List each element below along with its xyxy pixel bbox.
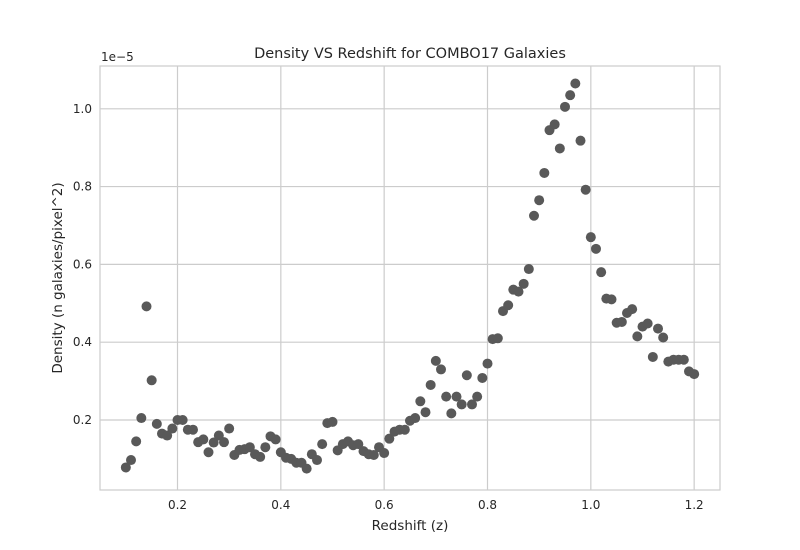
- data-point: [136, 413, 147, 424]
- data-point: [353, 439, 364, 450]
- data-point: [446, 408, 457, 419]
- data-point: [580, 184, 591, 195]
- data-point: [312, 455, 322, 466]
- y-tick-label: 1.0: [73, 102, 92, 116]
- data-point: [591, 243, 601, 254]
- x-tick-label: 0.4: [271, 498, 290, 512]
- data-point: [456, 399, 467, 410]
- x-tick-label: 0.8: [478, 498, 497, 512]
- y-offset-label: 1e−5: [101, 50, 134, 64]
- data-point: [301, 463, 312, 474]
- data-point: [120, 462, 131, 473]
- y-tick-label: 0.6: [73, 257, 92, 271]
- data-point: [244, 442, 255, 453]
- data-point: [653, 323, 663, 334]
- data-point: [549, 119, 560, 130]
- data-point: [141, 301, 152, 312]
- data-point: [585, 232, 596, 243]
- data-point: [441, 391, 452, 402]
- data-point: [260, 442, 271, 453]
- data-point: [146, 375, 157, 386]
- data-point: [219, 437, 229, 448]
- data-point: [596, 267, 607, 278]
- data-point: [399, 424, 410, 435]
- data-point: [523, 264, 534, 275]
- data-point: [689, 369, 700, 380]
- grid-lines: [100, 66, 720, 490]
- data-point: [565, 90, 576, 101]
- plot-frame: [99, 65, 721, 491]
- y-axis-label: Density (n galaxies/pixel^2): [50, 182, 66, 373]
- y-tick-labels: 0.2 0.4 0.6 0.8 1.0: [73, 102, 92, 427]
- data-point: [518, 278, 529, 289]
- x-tick-label: 1.0: [581, 498, 600, 512]
- data-point: [472, 391, 483, 402]
- data-point: [317, 439, 328, 450]
- data-point: [492, 333, 503, 344]
- x-axis-label: Redshift (z): [372, 518, 449, 534]
- data-point: [647, 351, 658, 362]
- data-point: [177, 414, 188, 425]
- data-point: [477, 372, 488, 383]
- data-point: [208, 437, 219, 448]
- data-point: [436, 364, 446, 375]
- data-point: [198, 434, 209, 445]
- data-point: [162, 430, 173, 441]
- data-point: [616, 316, 627, 327]
- y-tick-label: 0.4: [73, 335, 92, 349]
- data-point: [658, 332, 669, 343]
- data-point: [224, 423, 235, 434]
- y-tick-label: 0.2: [73, 413, 92, 427]
- data-point: [410, 413, 421, 424]
- data-point: [126, 455, 136, 466]
- data-point: [384, 433, 395, 444]
- data-point: [503, 300, 514, 311]
- data-point: [529, 210, 539, 221]
- data-point: [539, 167, 550, 178]
- data-points: [120, 78, 700, 474]
- x-tick-labels: 0.2 0.4 0.6 0.8 1.0 1.2: [168, 498, 704, 512]
- x-tick-label: 1.2: [685, 498, 704, 512]
- data-point: [425, 379, 436, 390]
- data-point: [415, 396, 426, 407]
- data-point: [270, 434, 281, 445]
- data-point: [188, 424, 198, 435]
- y-tick-label: 0.8: [73, 180, 92, 194]
- x-tick-label: 0.2: [168, 498, 187, 512]
- data-point: [575, 135, 586, 146]
- data-point: [167, 423, 178, 434]
- x-tick-label: 0.6: [375, 498, 394, 512]
- data-point: [255, 451, 266, 462]
- data-point: [534, 195, 545, 206]
- data-point: [451, 391, 462, 402]
- data-point: [570, 78, 581, 89]
- data-point: [632, 331, 643, 342]
- data-point: [327, 416, 338, 427]
- data-point: [560, 101, 570, 112]
- data-point: [430, 355, 441, 366]
- data-point: [554, 143, 565, 154]
- data-point: [368, 449, 379, 460]
- data-point: [467, 399, 477, 410]
- data-point: [482, 358, 493, 369]
- data-point: [606, 294, 617, 305]
- data-point: [203, 447, 214, 458]
- data-point: [151, 418, 162, 429]
- data-point: [379, 448, 390, 459]
- data-point: [513, 286, 524, 297]
- chart-title: Density VS Redshift for COMBO17 Galaxies: [254, 46, 566, 62]
- data-point: [642, 318, 653, 329]
- data-point: [420, 407, 431, 418]
- data-point: [131, 436, 142, 447]
- data-point: [627, 304, 638, 315]
- data-point: [461, 370, 472, 381]
- data-point: [678, 354, 689, 365]
